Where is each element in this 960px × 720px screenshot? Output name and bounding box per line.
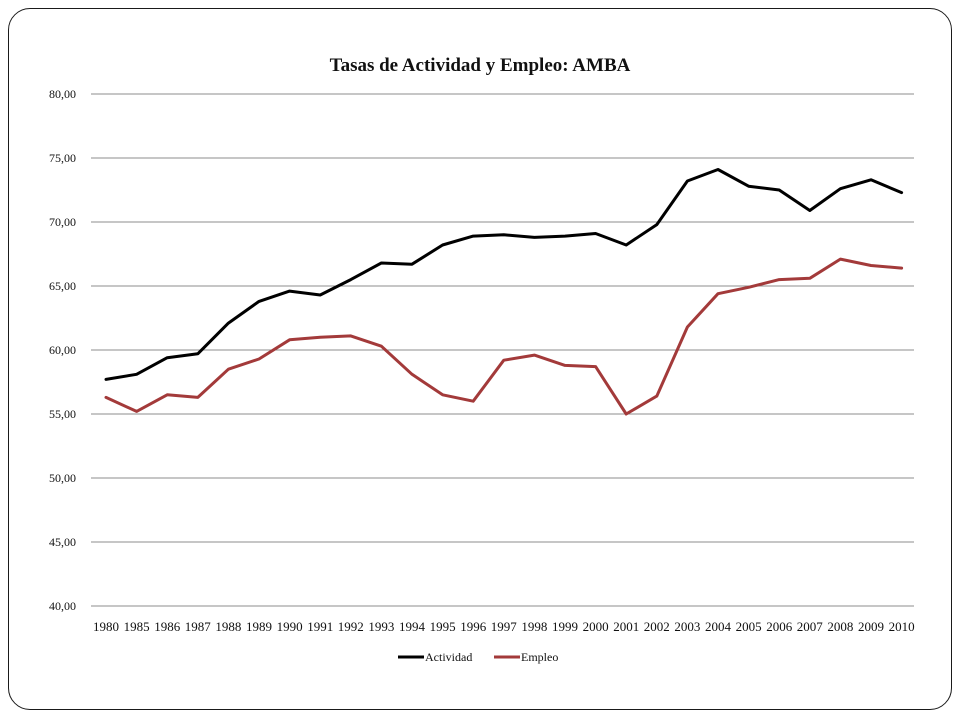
grid-lines [91,93,914,607]
x-tick-label: 1985 [124,619,150,634]
x-tick-label: 1998 [521,619,547,634]
y-axis-ticks: 40,00 45,00 50,00 55,00 60,00 65,00 70,00 75,00… [49,87,76,613]
x-tick-label: 2003 [674,619,700,634]
x-tick-label: 2000 [583,619,609,634]
y-tick-label: 80,00 [49,87,76,101]
x-tick-label: 2006 [766,619,793,634]
legend-label-empleo: Empleo [521,650,558,664]
x-tick-label: 2007 [797,619,824,634]
series-line-actividad [104,168,904,381]
x-tick-label: 2009 [858,619,884,634]
y-tick-label: 60,00 [49,343,76,357]
x-tick-label: 1992 [338,619,364,634]
y-tick-label: 40,00 [49,599,76,613]
y-tick-label: 45,00 [49,535,76,549]
x-tick-label: 1997 [491,619,518,634]
y-tick-label: 75,00 [49,151,76,165]
x-tick-label: 1988 [215,619,241,634]
x-tick-label: 2002 [644,619,670,634]
x-tick-label: 1990 [277,619,303,634]
y-tick-label: 70,00 [49,215,76,229]
x-tick-label: 1996 [460,619,487,634]
x-tick-label: 2001 [613,619,639,634]
x-tick-label: 1989 [246,619,272,634]
y-tick-label: 50,00 [49,471,76,485]
legend-label-actividad: Actividad [425,650,472,664]
x-axis-ticks: 1980 1985 1986 1987 1988 1989 1990 1991 1992 1993… [93,619,915,634]
y-tick-label: 65,00 [49,279,76,293]
x-tick-label: 1995 [430,619,456,634]
x-tick-label: 1980 [93,619,119,634]
x-tick-label: 1986 [154,619,181,634]
x-tick-label: 2005 [736,619,762,634]
legend: Actividad Empleo [398,650,558,664]
x-tick-label: 1999 [552,619,578,634]
chart-title: Tasas de Actividad y Empleo: AMBA [330,55,631,76]
x-tick-label: 1987 [185,619,212,634]
x-tick-label: 2008 [827,619,853,634]
series-line-empleo [104,257,904,416]
x-tick-label: 2010 [889,619,915,634]
x-tick-label: 1991 [307,619,333,634]
x-tick-label: 1994 [399,619,426,634]
x-tick-label: 2004 [705,619,732,634]
series-lines [104,168,904,416]
x-tick-label: 1993 [368,619,394,634]
y-tick-label: 55,00 [49,407,76,421]
